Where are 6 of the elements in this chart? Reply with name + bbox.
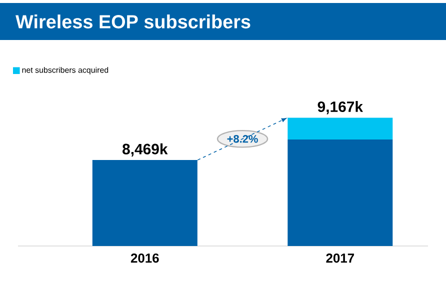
annotation: 8,469k [122,143,168,157]
annotation: +8.2% [227,135,258,143]
chart-title: Wireless EOP subscribers [16,14,250,28]
x-tick-label: 2016 [130,254,159,263]
x-tick-label: 2017 [326,254,354,263]
annotation: 9,167k [318,101,364,114]
